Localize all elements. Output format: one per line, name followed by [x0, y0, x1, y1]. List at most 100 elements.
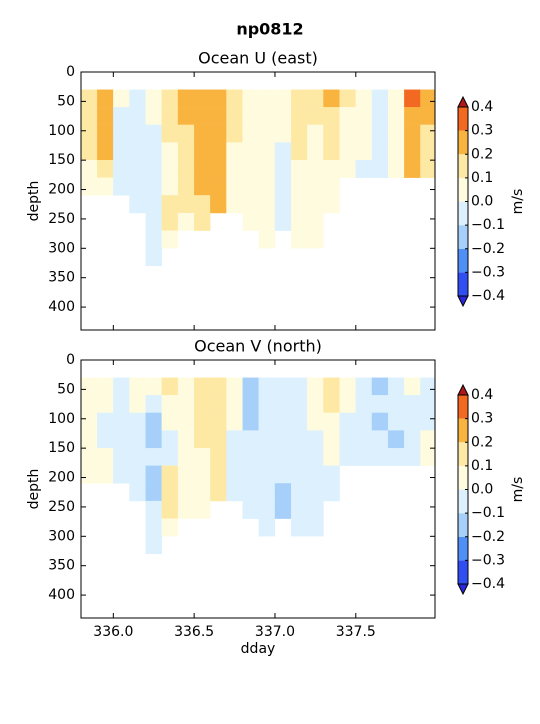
x-axis-label: dday [241, 641, 276, 657]
contour-cell [210, 395, 227, 414]
contour-cell [387, 448, 405, 466]
contour-cell [355, 124, 373, 143]
contour-cell [242, 107, 259, 126]
contour-cell [210, 430, 227, 449]
colorbar-tick-label: −0.2 [471, 529, 505, 545]
contour-cell [97, 160, 114, 178]
contour-cell [258, 212, 276, 231]
contour-cell [242, 412, 259, 431]
contour-cell [129, 160, 146, 178]
contour-cell [323, 124, 340, 143]
y-tick-label: 400 [48, 299, 75, 315]
contour-cell [80, 430, 98, 449]
contour-cell [177, 177, 195, 196]
contour-cell [97, 124, 114, 143]
y-tick-label: 0 [66, 64, 75, 80]
contour-cell [242, 500, 259, 519]
colorbar-band [458, 465, 468, 490]
contour-cell [226, 195, 243, 214]
x-tick-label: 336.0 [93, 624, 133, 640]
contour-cell [404, 448, 421, 466]
contour-cell [242, 142, 259, 161]
contour-cell [194, 412, 211, 431]
contour-cell [80, 160, 98, 178]
y-tick-label: 100 [48, 123, 75, 139]
contour-cell [194, 160, 211, 178]
contour-cell [307, 89, 324, 108]
colorbar-tick-label: −0.4 [471, 576, 505, 592]
contour-cell [371, 430, 389, 449]
contour-cell [161, 518, 179, 537]
contour-cell [129, 89, 146, 108]
colorbar-band [458, 442, 468, 466]
contour-cell [258, 448, 276, 466]
contour-cell [177, 212, 195, 231]
contour-cell [194, 142, 211, 161]
contour-cell [210, 195, 227, 214]
colorbar-tick-label: −0.1 [471, 217, 505, 233]
contour-cell [177, 483, 195, 502]
contour-cell [80, 448, 98, 466]
contour-cell [145, 483, 162, 502]
contour-cell [80, 412, 98, 431]
contour-cell [258, 412, 276, 431]
contour-cell [242, 195, 259, 214]
contour-cell [145, 377, 162, 396]
contour-cell [194, 212, 211, 231]
contour-cell [420, 124, 436, 143]
contour-cell [242, 377, 259, 396]
contour-cell [355, 412, 373, 431]
contour-cell [355, 160, 373, 178]
contour-cell [97, 89, 114, 108]
contour-cell [145, 89, 162, 108]
contour-cell [129, 412, 146, 431]
contour-cell [290, 465, 308, 484]
contour-cell [307, 124, 324, 143]
contour-cell [290, 395, 308, 414]
contour-cell [210, 177, 227, 196]
contour-cell [258, 177, 276, 196]
y-tick-label: 250 [48, 211, 75, 227]
contour-cell [210, 160, 227, 178]
contour-cell [323, 395, 340, 414]
y-tick-label: 50 [57, 381, 75, 397]
contour-cell [194, 500, 211, 519]
contour-cell [307, 518, 324, 537]
contour-cell [307, 230, 324, 249]
contour-cell [129, 448, 146, 466]
contour-cell [404, 377, 421, 396]
y-tick-label: 350 [48, 558, 75, 574]
contour-cell [161, 89, 179, 108]
contour-cell [145, 248, 162, 267]
contour-cell [226, 89, 243, 108]
y-axis-label: depth [26, 469, 42, 510]
contour-cell [80, 395, 98, 414]
contour-cell [339, 160, 356, 178]
contour-cell [323, 483, 340, 502]
contour-cell [113, 412, 130, 431]
colorbar-tick-label: −0.3 [471, 264, 505, 280]
contour-cell [210, 107, 227, 126]
contour-cell [242, 430, 259, 449]
panel-title: Ocean V (north) [194, 337, 322, 356]
contour-cell [113, 142, 130, 161]
contour-cell [194, 124, 211, 143]
contour-cell [145, 230, 162, 249]
contour-cell [339, 430, 356, 449]
contour-cell [274, 377, 292, 396]
colorbar-tick-label: 0.1 [471, 458, 493, 474]
contour-cell [274, 107, 292, 126]
contour-cell [226, 124, 243, 143]
contour-cell [145, 107, 162, 126]
contour-cell [355, 89, 373, 108]
contour-cell [290, 195, 308, 214]
colorbar-band [458, 418, 468, 443]
contour-cell [113, 177, 130, 196]
contour-cell [274, 430, 292, 449]
contour-cell [371, 395, 389, 414]
contour-cell [420, 448, 436, 466]
contour-cell [226, 177, 243, 196]
y-tick-label: 300 [48, 240, 75, 256]
contour-cell [194, 430, 211, 449]
contour-cell [177, 412, 195, 431]
